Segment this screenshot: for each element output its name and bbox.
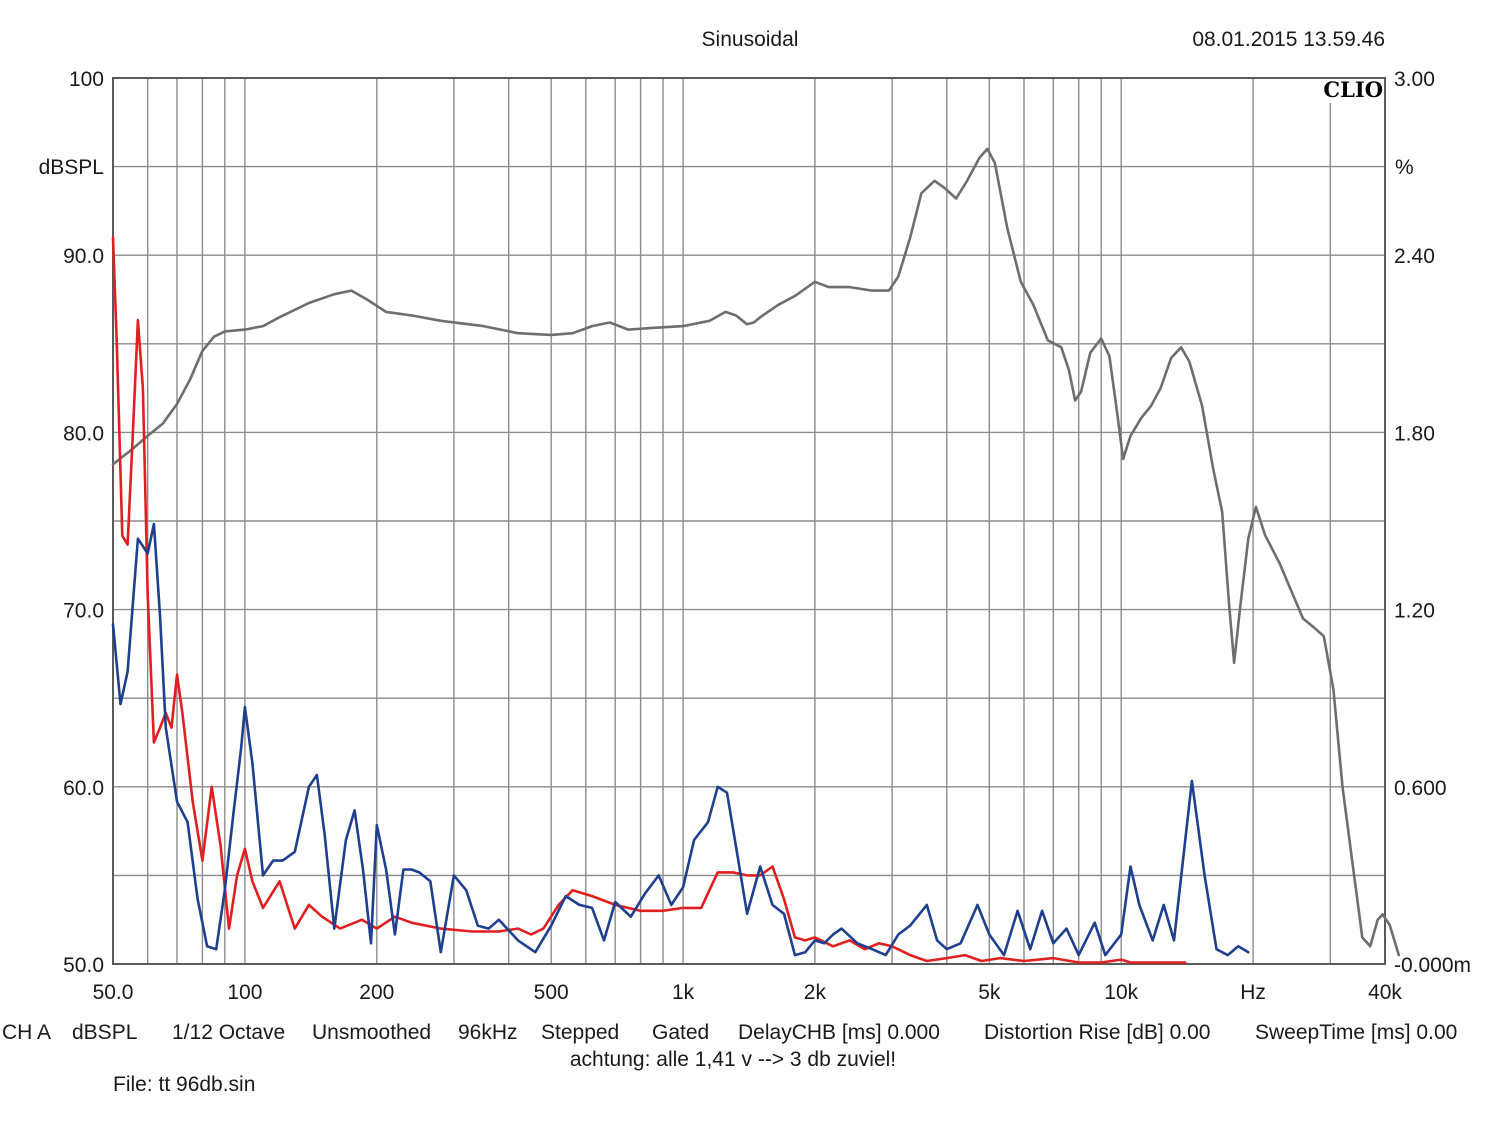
timestamp: 08.01.2015 13.59.46 (1192, 28, 1385, 51)
blue-curve (111, 522, 1250, 957)
x-tick-label: 10k (1104, 981, 1138, 1004)
right-tick-label: -0.000m (1394, 954, 1471, 977)
x-tick-label: 2k (804, 981, 827, 1004)
x-tick-label: 100 (227, 981, 262, 1004)
left-tick-label: 90.0 (63, 245, 104, 268)
level-curve (111, 147, 1401, 957)
x-axis-ticks: 50.0 100 200 500 1k 2k 5k 10k Hz 40k (93, 981, 1403, 1004)
setting-unit: dBSPL (72, 1021, 137, 1044)
right-axis-ticks: 3.00 2.40 1.80 1.20 0.600 -0.000m (1394, 68, 1471, 977)
file-name: File: tt 96db.sin (113, 1073, 255, 1096)
setting-distortion-rise: Distortion Rise [dB] 0.00 (984, 1021, 1210, 1044)
setting-channel: CH A (2, 1021, 51, 1044)
x-tick-label: 1k (672, 981, 695, 1004)
setting-sample-rate: 96kHz (458, 1021, 518, 1044)
red-curve (111, 236, 1187, 964)
x-tick-label: 500 (534, 981, 569, 1004)
left-tick-label: 50.0 (63, 954, 104, 977)
right-tick-label: 1.80 (1394, 422, 1435, 445)
left-tick-label: 100 (69, 68, 104, 91)
x-tick-label: 5k (978, 981, 1001, 1004)
chart-title: Sinusoidal (702, 28, 799, 51)
left-tick-label: 70.0 (63, 600, 104, 623)
setting-sweep-time: SweepTime [ms] 0.00 (1255, 1021, 1457, 1044)
left-axis-ticks: 100 90.0 80.0 70.0 60.0 50.0 (63, 68, 104, 977)
right-axis-label: % (1395, 156, 1414, 179)
plot-frame (112, 77, 1386, 965)
setting-delay: DelayCHB [ms] 0.000 (738, 1021, 940, 1044)
right-tick-label: 2.40 (1394, 245, 1435, 268)
setting-smoothing: Unsmoothed (312, 1021, 431, 1044)
x-tick-label: 200 (359, 981, 394, 1004)
setting-stepped: Stepped (541, 1021, 619, 1044)
x-tick-label: Hz (1240, 981, 1266, 1004)
setting-resolution: 1/12 Octave (172, 1021, 285, 1044)
warning-note: achtung: alle 1,41 v --> 3 db zuviel! (570, 1048, 896, 1071)
x-tick-label: 40k (1368, 981, 1402, 1004)
brand-logo: CLIO (1323, 77, 1383, 102)
right-tick-label: 1.20 (1394, 600, 1435, 623)
left-tick-label: 80.0 (63, 422, 104, 445)
left-tick-label: 60.0 (63, 777, 104, 800)
left-axis-label: dBSPL (39, 156, 104, 179)
series-layer (111, 147, 1401, 964)
brand-logo-bg (1320, 79, 1384, 103)
setting-gated: Gated (652, 1021, 709, 1044)
right-tick-label: 0.600 (1394, 777, 1447, 800)
footer-settings: CH A dBSPL 1/12 Octave Unsmoothed 96kHz … (2, 1021, 1457, 1044)
x-tick-label: 50.0 (93, 981, 134, 1004)
right-tick-label: 3.00 (1394, 68, 1435, 91)
